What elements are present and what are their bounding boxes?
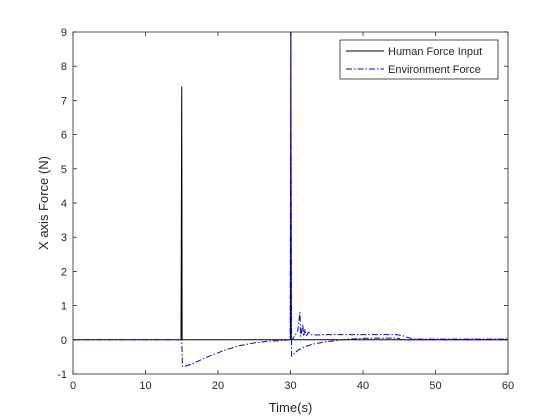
y-tick-label: 9 bbox=[61, 27, 67, 39]
legend: Human Force Input Environment Force bbox=[339, 39, 499, 80]
y-tick-label: 6 bbox=[61, 130, 67, 142]
y-tick-label: 0 bbox=[61, 335, 67, 347]
legend-label-environment-force: Environment Force bbox=[388, 64, 481, 76]
y-tick-label: 4 bbox=[61, 198, 67, 210]
y-tick-label: 8 bbox=[61, 61, 67, 73]
y-tick-label: 3 bbox=[61, 232, 67, 244]
y-tick-label: -1 bbox=[57, 369, 67, 381]
legend-label-human-force: Human Force Input bbox=[388, 46, 482, 58]
series-layer bbox=[73, 31, 508, 367]
y-tick-label: 5 bbox=[61, 164, 67, 176]
legend-box bbox=[339, 39, 499, 80]
x-tick-label: 30 bbox=[284, 380, 296, 392]
x-tick-label: 20 bbox=[212, 380, 224, 392]
x-tick-label: 10 bbox=[139, 380, 151, 392]
y-tick-label: 7 bbox=[61, 95, 67, 107]
y-tick-label: 2 bbox=[61, 266, 67, 278]
y-axis-title: X axis Force (N) bbox=[36, 156, 51, 250]
x-tick-label: 40 bbox=[357, 380, 369, 392]
series-line-1 bbox=[73, 31, 508, 367]
x-axis-title: Time(s) bbox=[269, 400, 313, 415]
series-line-0 bbox=[73, 31, 508, 341]
x-tick-label: 50 bbox=[429, 380, 441, 392]
x-tick-label: 60 bbox=[502, 380, 514, 392]
x-tick-label: 0 bbox=[70, 380, 76, 392]
y-tick-label: 1 bbox=[61, 301, 67, 313]
